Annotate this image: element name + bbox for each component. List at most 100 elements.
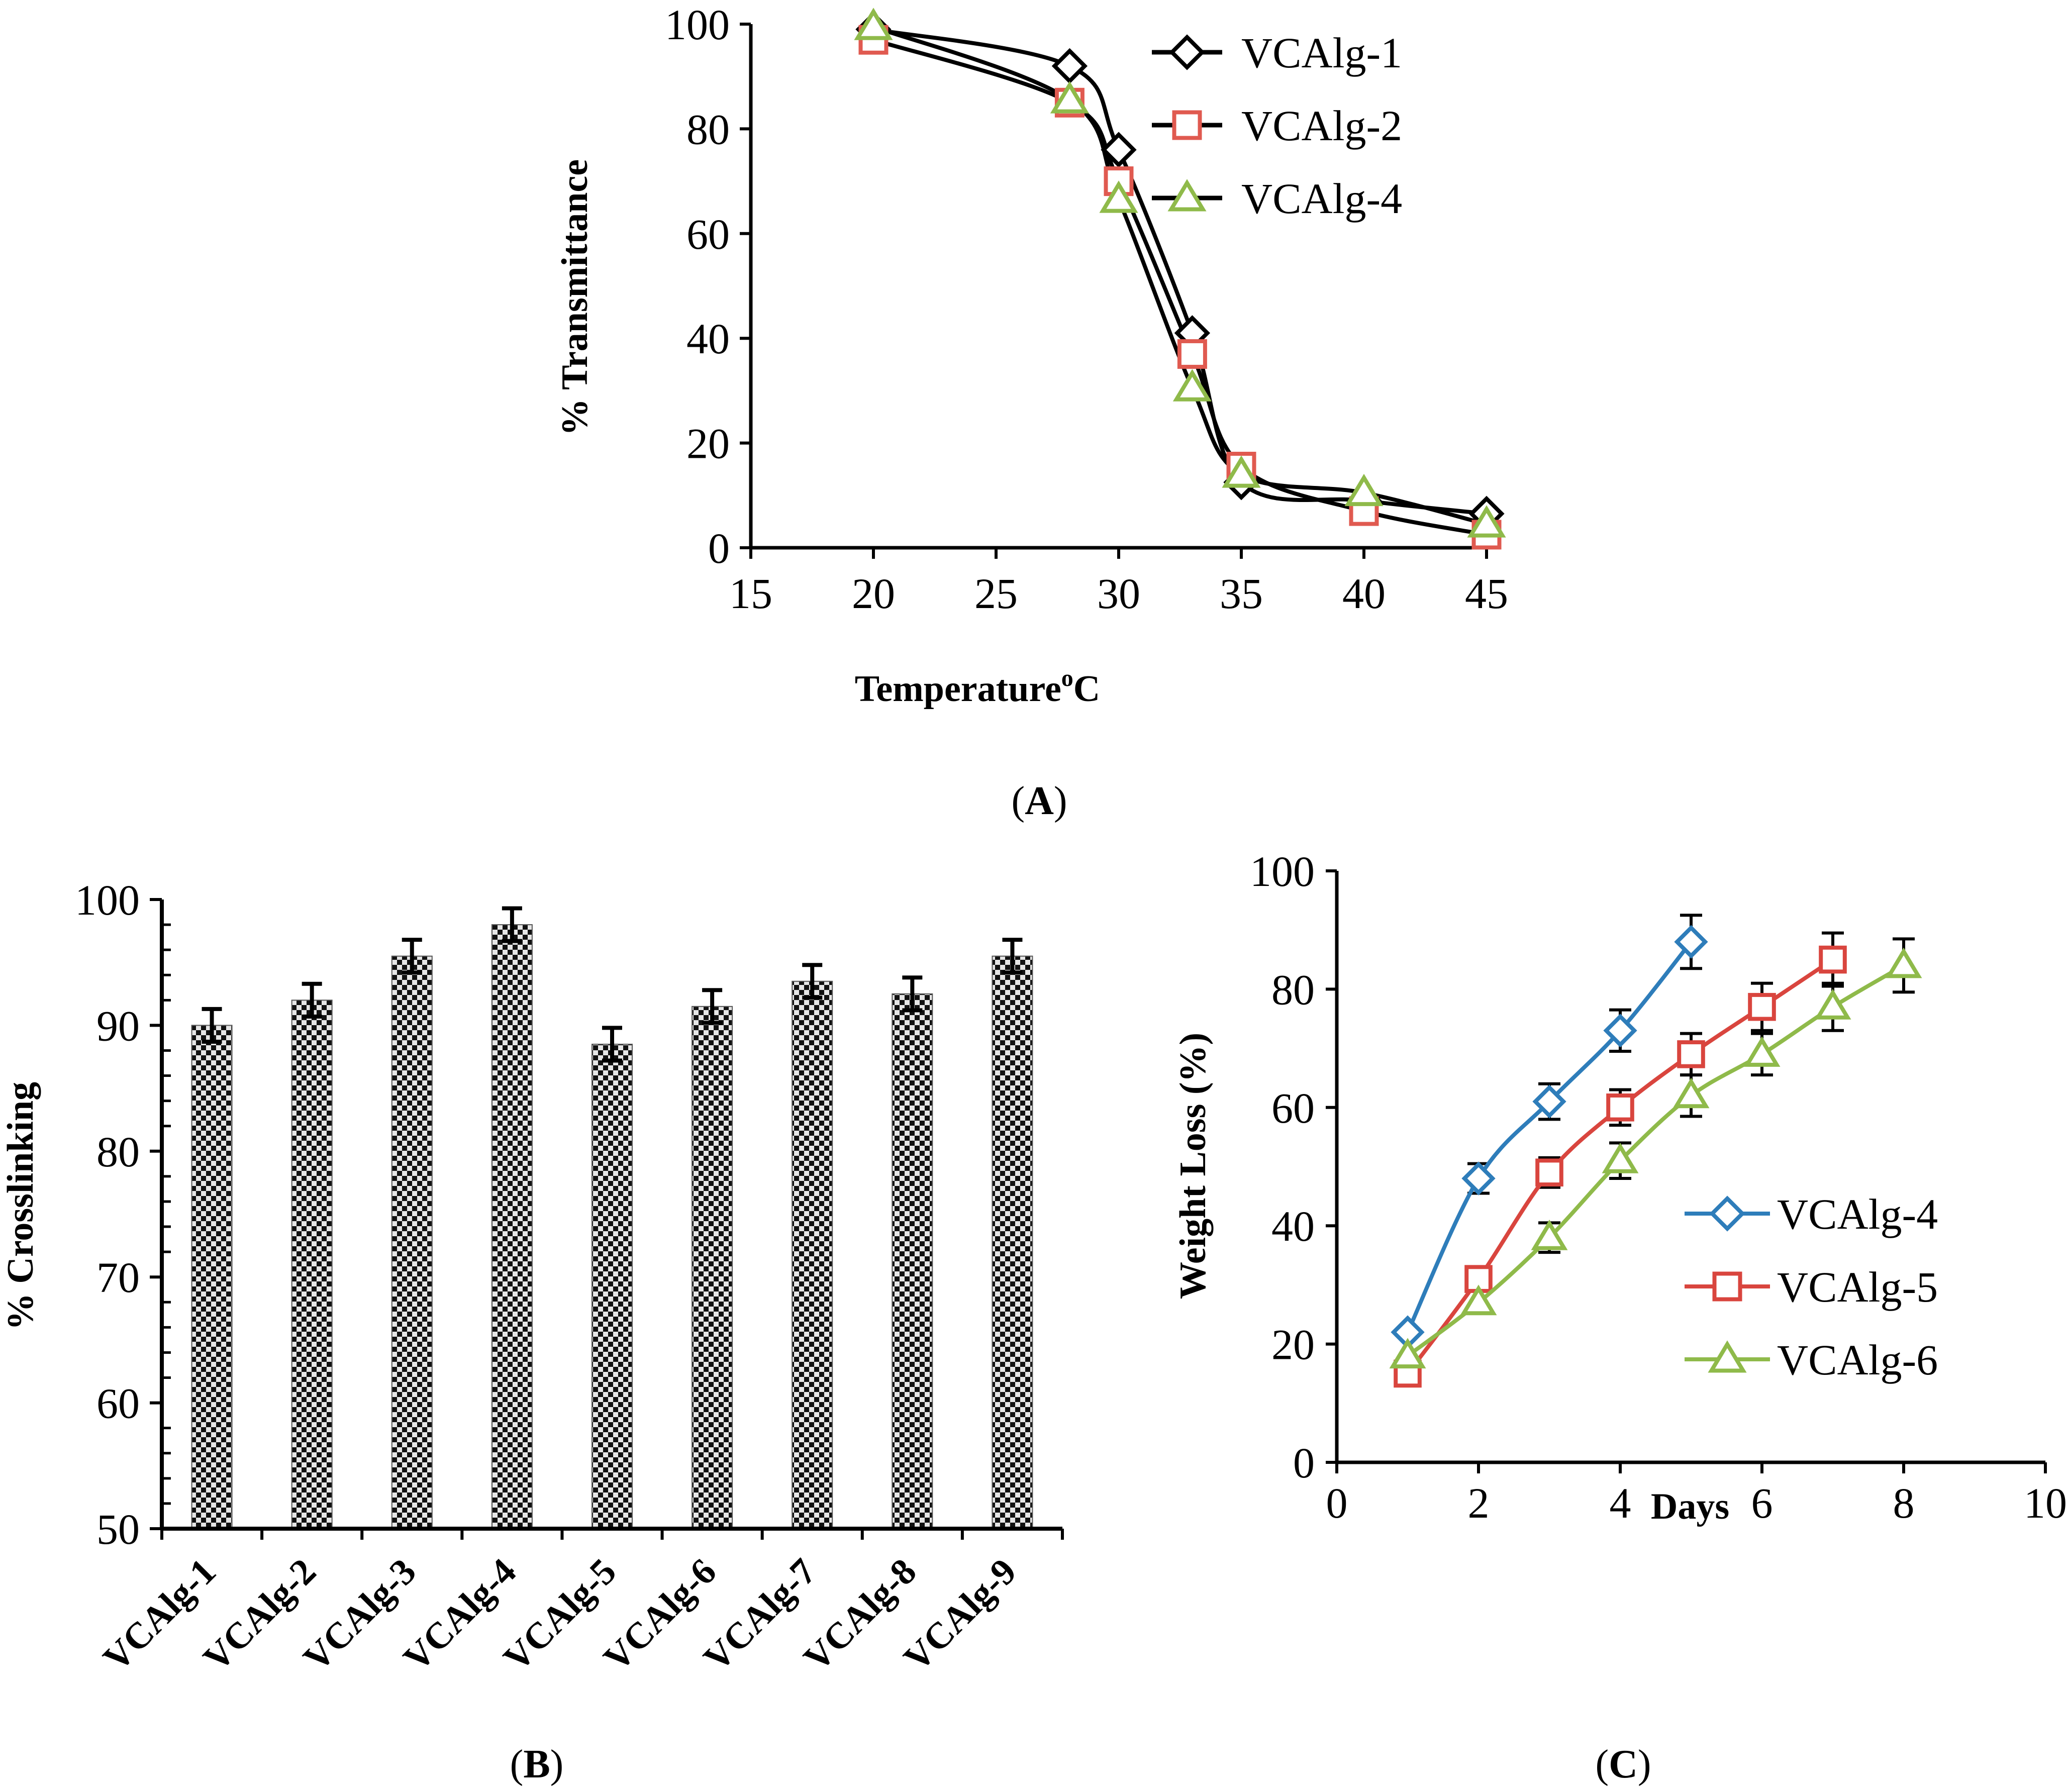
panel-b-bar (992, 955, 1033, 1529)
panel-b-bar (892, 993, 933, 1529)
panel-c-ytick-label: 0 (1293, 1439, 1315, 1487)
panel-b-bar (191, 1025, 233, 1529)
panel-c-point (1819, 945, 1847, 974)
panel-c-xtick-label: 10 (2024, 1479, 2067, 1527)
panel-b-ytick-label: 50 (96, 1505, 140, 1553)
panel-b-category-label: VCAlg-4 (396, 1551, 524, 1679)
panel-c-legend-marker (1712, 1271, 1742, 1302)
panel-c-point (1677, 1040, 1705, 1068)
panel-a-xlabel: TemperatureoC (855, 665, 1101, 710)
panel-a-point (1467, 505, 1506, 538)
panel-a-label-letter: A (1025, 779, 1054, 823)
panel-b-label-close: ) (550, 1742, 564, 1786)
panel-a-legend-marker (1172, 110, 1202, 140)
panel-c-point (1743, 1036, 1781, 1067)
panel-a-xtick-label: 40 (1342, 569, 1386, 618)
panel-a-ytick-label: 20 (686, 420, 730, 468)
panel-c-legend-label: VCAlg-5 (1777, 1263, 1938, 1311)
panel-c-xlabel: Days (1651, 1486, 1729, 1527)
panel-b-label-open: ( (510, 1742, 524, 1786)
panel-c-xtick-label: 2 (1468, 1479, 1490, 1527)
panel-b-bar (391, 955, 433, 1529)
panel-c-point (1535, 1158, 1563, 1187)
panel-b-bar (792, 980, 833, 1529)
panel-b-ytick-label: 100 (75, 876, 140, 924)
panel-a-point (1172, 369, 1212, 402)
panel-b-category-label: VCAlg-1 (95, 1551, 224, 1679)
panel-a-legend-label: VCAlg-4 (1241, 174, 1402, 223)
panel-c-point (1532, 1084, 1566, 1119)
panel-b-ytick-label: 80 (96, 1128, 140, 1176)
panel-a: 0 20 40 60 80 100 15 20 25 30 35 40 45 VCAlg-1 VCAlg-2… (554, 1, 1508, 823)
panel-b-category-label: VCAlg-7 (696, 1551, 825, 1679)
panel-c-legend-label: VCAlg-4 (1777, 1190, 1938, 1238)
panel-a-ytick-label: 0 (708, 524, 730, 572)
panel-b-bar (491, 924, 533, 1529)
panel-c-ytick-label: 20 (1271, 1321, 1315, 1369)
panel-b-category-label: VCAlg-6 (596, 1551, 724, 1679)
panel-a-legend-marker (1169, 34, 1205, 70)
panel-a-ytick-label: 100 (665, 1, 730, 49)
panel-c-ytick-label: 100 (1250, 847, 1315, 895)
panel-b-category-label: VCAlg-8 (796, 1551, 925, 1679)
panel-c-point (1672, 1077, 1710, 1109)
panel-a-point (1050, 81, 1089, 114)
panel-a-point (1051, 48, 1088, 84)
panel-a-ytick-label: 80 (686, 105, 730, 153)
panel-a-point (854, 8, 893, 40)
panel-c-series-line (1406, 940, 1693, 1333)
panel-c-legend-label: VCAlg-6 (1777, 1336, 1938, 1384)
panel-a-legend-marker (1167, 179, 1207, 212)
panel-a-xlabel-unit: C (1073, 668, 1100, 710)
panel-a-ytick-label: 40 (686, 315, 730, 363)
panel-c-point (1531, 1219, 1568, 1250)
panel-a-xlabel-superscript: o (1061, 665, 1073, 691)
panel-c-point (1389, 1338, 1426, 1369)
panel-c-legend-marker (1709, 1196, 1745, 1232)
panel-b-ytick-label: 70 (96, 1253, 140, 1302)
panel-a-point (1099, 180, 1138, 213)
panel-c-ylabel: Weight Loss (%) (1172, 1033, 1214, 1299)
panel-a-label-open: ( (1011, 779, 1025, 823)
panel-a-ytick-label: 60 (686, 210, 730, 258)
panel-c-plot: 0 20 40 60 80 100 0 2 4 6 8 10 VCAlg-4 VCAlg-5 VCAlg-6 (1250, 847, 2067, 1527)
panel-c: 0 20 40 60 80 100 0 2 4 6 8 10 VCAlg-4 VCAlg-5 VCAlg-6… (1172, 847, 2067, 1786)
panel-a-label-close: ) (1054, 779, 1067, 823)
panel-c-label: (C) (1595, 1742, 1651, 1786)
panel-c-label-open: ( (1595, 1742, 1609, 1786)
panel-c-point (1885, 947, 1922, 978)
panel-a-point (1222, 455, 1261, 488)
panel-a-ylabel: % Transmittance (554, 159, 596, 436)
panel-c-point (1603, 1014, 1637, 1048)
panel-c-point (1461, 1161, 1496, 1196)
panel-b-category-label: VCAlg-2 (195, 1551, 324, 1679)
panel-b-category-label: VCAlg-3 (296, 1551, 424, 1679)
panel-c-point (1464, 1265, 1493, 1293)
panel-c-point (1748, 992, 1776, 1021)
panel-c-xtick-label: 4 (1610, 1479, 1631, 1527)
panel-b-category-label: VCAlg-9 (896, 1551, 1025, 1679)
panel-a-xtick-label: 25 (974, 569, 1018, 618)
panel-b-bar (291, 1000, 333, 1529)
panel-a-plot: 0 20 40 60 80 100 15 20 25 30 35 40 45 VCAlg-1 VCAlg-2… (665, 1, 1508, 618)
panel-c-label-letter: C (1609, 1742, 1638, 1786)
panel-c-point (1606, 1093, 1634, 1122)
panel-c-ytick-label: 60 (1271, 1084, 1315, 1132)
panel-a-xtick-label: 15 (729, 569, 772, 618)
panel-c-ytick-label: 40 (1271, 1202, 1315, 1250)
panel-c-xtick-label: 6 (1751, 1479, 1773, 1527)
panel-a-point (1101, 132, 1137, 168)
panel-c-xtick-label: 0 (1326, 1479, 1348, 1527)
panel-a-point (1344, 473, 1384, 507)
panel-a-xtick-label: 20 (852, 569, 895, 618)
panel-b-label-letter: B (523, 1742, 550, 1786)
panel-a-point (1177, 339, 1207, 369)
panel-b-ylabel: % Crosslinking (0, 1082, 41, 1330)
panel-b-ytick-label: 60 (96, 1379, 140, 1428)
panel-b-bar (592, 1043, 633, 1529)
panel-c-point (1814, 988, 1851, 1020)
panel-b-plot: VCAlg-1VCAlg-2VCAlg-3VCAlg-4VCAlg-5VCAlg… (75, 876, 1064, 1679)
panel-a-legend-label: VCAlg-2 (1241, 102, 1402, 150)
